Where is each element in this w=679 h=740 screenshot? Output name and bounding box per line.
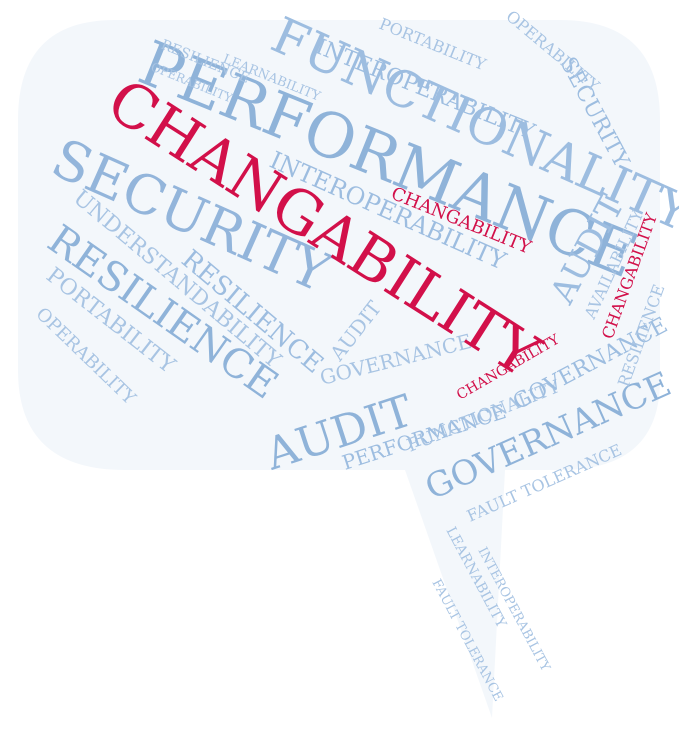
speech-bubble-shape — [18, 20, 660, 718]
